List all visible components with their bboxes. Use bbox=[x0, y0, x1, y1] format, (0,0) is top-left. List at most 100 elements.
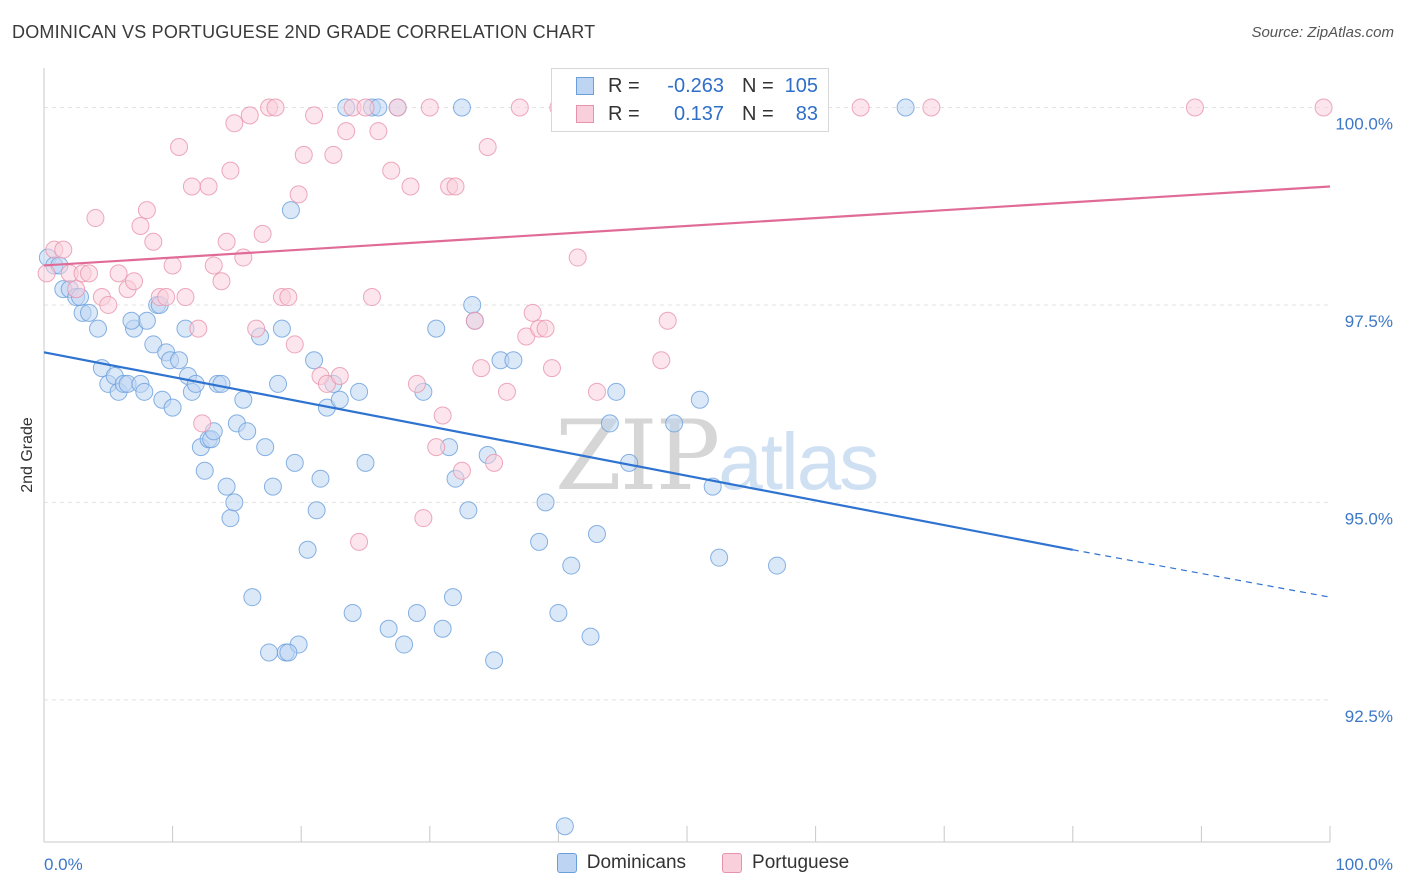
data-point bbox=[305, 106, 324, 125]
data-point bbox=[562, 556, 581, 575]
data-point bbox=[144, 335, 163, 354]
trend-lines bbox=[43, 185, 1331, 598]
data-point bbox=[337, 122, 356, 141]
data-point bbox=[86, 209, 105, 228]
trend-line-dominicans bbox=[43, 351, 1074, 551]
data-point bbox=[294, 145, 313, 164]
legend-swatch-dominicans bbox=[576, 77, 594, 95]
data-point bbox=[652, 351, 671, 370]
data-point bbox=[459, 501, 478, 520]
data-point bbox=[369, 122, 388, 141]
data-point bbox=[305, 351, 324, 370]
data-point bbox=[504, 351, 523, 370]
data-point bbox=[568, 248, 587, 267]
data-point bbox=[298, 540, 317, 559]
data-point bbox=[225, 493, 244, 512]
data-point bbox=[427, 438, 446, 457]
data-point bbox=[225, 114, 244, 133]
data-point bbox=[587, 382, 606, 401]
data-point bbox=[221, 509, 240, 528]
series-legend-dominicans[interactable]: Dominicans bbox=[556, 852, 686, 874]
x-tick-label-min: 0.0% bbox=[44, 855, 83, 874]
data-point bbox=[362, 288, 381, 307]
data-point bbox=[99, 295, 118, 314]
data-point bbox=[922, 98, 941, 117]
legend-r-value: 0.137 bbox=[673, 102, 724, 125]
data-point bbox=[266, 98, 285, 117]
data-point bbox=[485, 453, 504, 472]
data-point bbox=[510, 98, 529, 117]
data-point bbox=[217, 232, 236, 251]
data-point bbox=[542, 359, 561, 378]
data-point bbox=[217, 477, 236, 496]
data-point bbox=[401, 177, 420, 196]
data-point bbox=[144, 232, 163, 251]
data-point bbox=[256, 438, 275, 457]
data-point bbox=[163, 398, 182, 417]
data-point bbox=[414, 509, 433, 528]
data-point bbox=[658, 311, 677, 330]
data-point bbox=[189, 319, 208, 338]
data-point bbox=[109, 264, 128, 283]
data-point bbox=[122, 311, 141, 330]
y-tick-label: 92.5% bbox=[1345, 707, 1393, 726]
data-point bbox=[324, 145, 343, 164]
data-point bbox=[279, 643, 298, 662]
data-point bbox=[768, 556, 787, 575]
data-point bbox=[234, 248, 253, 267]
data-point bbox=[395, 635, 414, 654]
data-point bbox=[182, 177, 201, 196]
data-point bbox=[407, 603, 426, 622]
data-point bbox=[465, 311, 484, 330]
legend-row-dominicans: R = -0.263 N = 105 bbox=[576, 73, 818, 99]
series-swatch-portuguese bbox=[722, 853, 743, 873]
series-legend-portuguese[interactable]: Portuguese bbox=[722, 852, 849, 874]
data-point bbox=[137, 311, 156, 330]
data-point bbox=[135, 382, 154, 401]
data-point bbox=[163, 256, 182, 275]
data-point bbox=[137, 201, 156, 220]
data-point bbox=[195, 461, 214, 480]
data-point bbox=[240, 106, 259, 125]
data-point bbox=[523, 303, 542, 322]
data-point bbox=[536, 319, 555, 338]
data-point bbox=[37, 264, 56, 283]
data-point bbox=[260, 643, 279, 662]
correlation-legend: R = -0.263 N = 105 R = 0.137 N = 83 bbox=[551, 68, 829, 132]
data-point bbox=[600, 414, 619, 433]
trend-line-portuguese bbox=[43, 185, 1331, 267]
axis-labels: 92.5% 95.0% 97.5% 100.0% 0.0% 100.0% 2nd Grade bbox=[19, 114, 1393, 874]
data-point bbox=[433, 619, 452, 638]
data-point bbox=[221, 161, 240, 180]
data-point bbox=[452, 461, 471, 480]
legend-n-value: 105 bbox=[784, 74, 818, 97]
data-point bbox=[80, 303, 99, 322]
data-point bbox=[263, 477, 282, 496]
data-point bbox=[478, 137, 497, 156]
data-point bbox=[581, 627, 600, 646]
data-point bbox=[272, 319, 291, 338]
y-tick-label: 97.5% bbox=[1345, 312, 1393, 331]
legend-n-label: N = bbox=[742, 74, 774, 97]
legend-r-value: -0.263 bbox=[667, 74, 724, 97]
legend-r-label: R = bbox=[608, 102, 640, 125]
data-point bbox=[427, 319, 446, 338]
data-point bbox=[382, 161, 401, 180]
data-point bbox=[710, 548, 729, 567]
data-point bbox=[204, 256, 223, 275]
y-axis-title: 2nd Grade bbox=[19, 417, 36, 493]
data-point bbox=[607, 382, 626, 401]
data-point bbox=[485, 651, 504, 670]
y-tick-label: 95.0% bbox=[1345, 509, 1393, 528]
legend-swatch-portuguese bbox=[576, 105, 594, 123]
data-point bbox=[234, 390, 253, 409]
watermark-atlas: atlas bbox=[718, 417, 879, 506]
data-point bbox=[330, 367, 349, 386]
data-point bbox=[170, 137, 189, 156]
data-point bbox=[388, 98, 407, 117]
data-point bbox=[665, 414, 684, 433]
data-point bbox=[54, 240, 73, 259]
data-point bbox=[555, 817, 574, 836]
data-point bbox=[356, 453, 375, 472]
